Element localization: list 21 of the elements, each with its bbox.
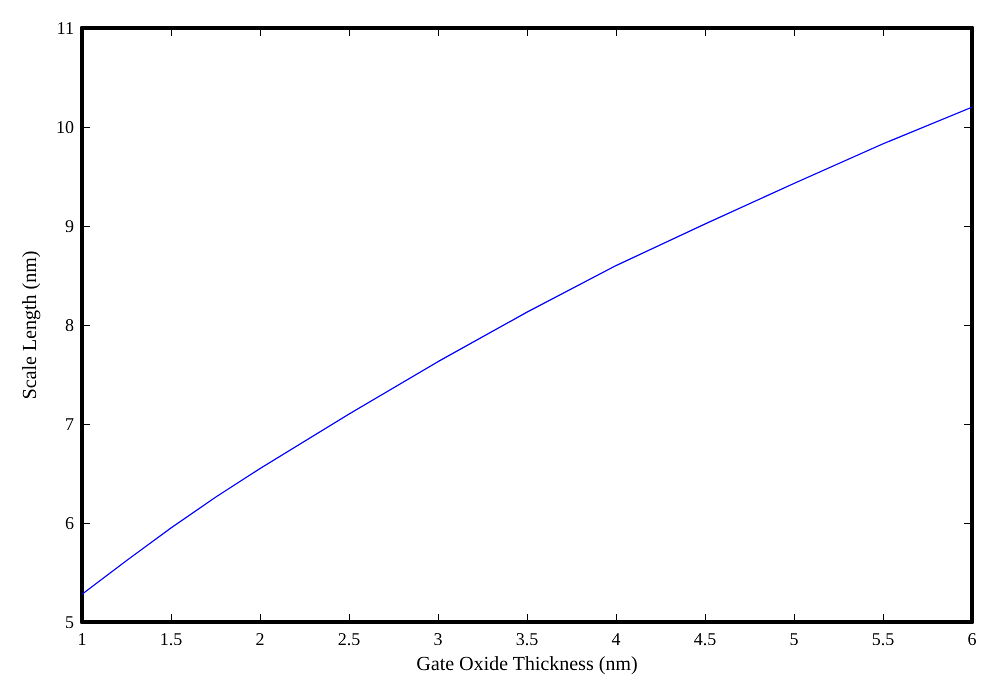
line-series — [81, 106, 973, 595]
y-tick-label: 11 — [56, 18, 74, 38]
y-tick-label: 7 — [65, 414, 74, 434]
x-tick-label: 2 — [256, 629, 264, 649]
y-tick-label: 10 — [56, 117, 74, 137]
x-tick-label: 3.5 — [516, 629, 538, 649]
y-tick-label: 6 — [65, 513, 74, 533]
x-tick-label: 6 — [968, 629, 976, 649]
x-tick-label: 4 — [612, 629, 620, 649]
y-tick-label: 8 — [65, 315, 74, 335]
y-tick-label: 5 — [65, 612, 74, 632]
x-tick-label: 4.5 — [694, 629, 716, 649]
x-tick-label: 1 — [78, 629, 86, 649]
y-axis-title: Scale Length (nm) — [19, 250, 41, 400]
x-tick-label: 5.5 — [872, 629, 894, 649]
x-tick-label: 3 — [434, 629, 442, 649]
x-axis-title: Gate Oxide Thickness (nm) — [416, 653, 638, 675]
y-tick-label: 9 — [65, 216, 74, 236]
x-tick-label: 1.5 — [160, 629, 182, 649]
x-tick-label: 5 — [790, 629, 798, 649]
x-tick-label: 2.5 — [338, 629, 360, 649]
